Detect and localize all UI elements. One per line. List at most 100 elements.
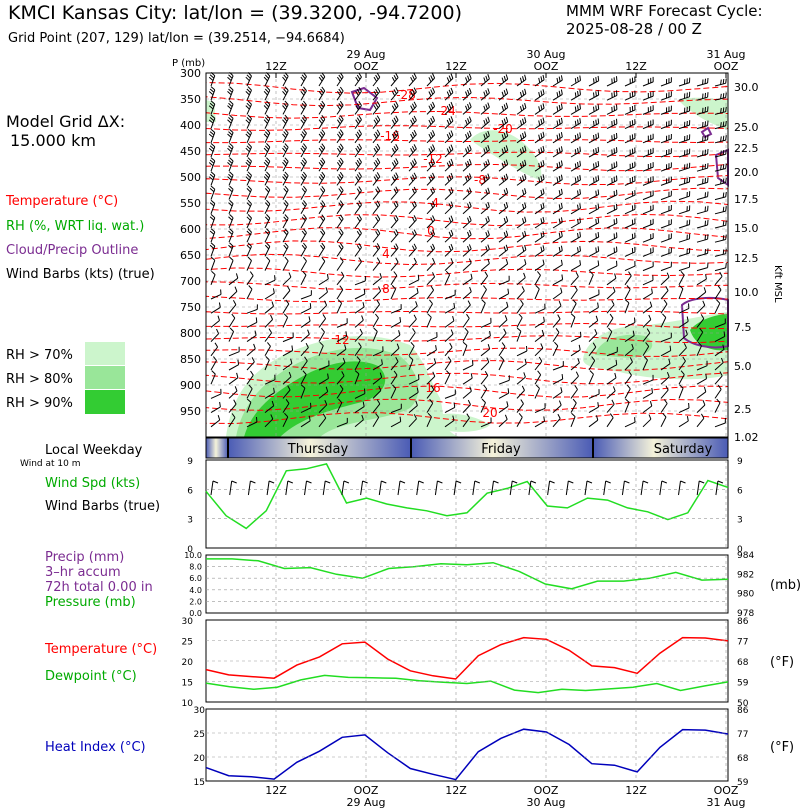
upper-wind-barb-flag: [413, 158, 417, 164]
upper-wind-barb-flag: [376, 200, 381, 206]
upper-wind-barb-flag: [246, 131, 251, 136]
upper-wind-barb-flag: [595, 176, 597, 182]
upper-wind-barb-flag: [505, 102, 509, 108]
upper-wind-barb: [624, 375, 632, 385]
upper-wind-barb-flag: [467, 245, 470, 251]
upper-wind-barb: [678, 347, 687, 357]
upper-wind-barb: [660, 95, 672, 101]
pressure-tick-label: 500: [180, 171, 201, 184]
upper-wind-barb: [624, 180, 636, 186]
day-band: [593, 438, 728, 458]
upper-wind-barb-flag: [501, 105, 505, 111]
surface-wind-barb: [584, 480, 588, 496]
upper-wind-barb: [714, 210, 726, 215]
upper-wind-barb: [444, 205, 454, 215]
upper-wind-barb-flag: [481, 299, 486, 304]
station-latlon: lat/lon = (39.3200, -94.7200): [183, 2, 462, 24]
legend-temperature: Temperature (°C): [6, 194, 119, 209]
upper-wind-barb: [570, 402, 577, 413]
upper-wind-barb-flag: [487, 88, 490, 94]
upper-wind-barb: [624, 95, 636, 101]
upper-wind-barb-flag: [228, 88, 233, 93]
upper-wind-barb-flag: [611, 399, 615, 405]
temperature-tick-right: 50: [737, 699, 749, 709]
upper-wind-barb: [282, 218, 289, 229]
upper-wind-barb: [300, 90, 307, 101]
upper-wind-barb-flag: [229, 86, 234, 91]
upper-wind-barb: [498, 379, 510, 385]
upper-wind-barb: [480, 121, 490, 129]
upper-wind-barb: [210, 333, 219, 342]
upper-wind-barb: [696, 167, 708, 172]
upper-wind-barb-flag: [378, 286, 382, 292]
upper-wind-barb: [462, 404, 471, 413]
upper-wind-barb-flag: [411, 131, 416, 137]
upper-wind-barb-flag: [433, 358, 437, 364]
upper-wind-barb: [426, 106, 435, 115]
upper-wind-barb-flag: [725, 92, 727, 98]
upper-wind-barb-flag: [540, 246, 543, 252]
upper-wind-barb-flag: [251, 357, 255, 363]
upper-wind-barb-flag: [286, 285, 291, 291]
upper-wind-barb-flag: [503, 75, 507, 81]
upper-wind-barb-flag: [321, 129, 326, 134]
upper-wind-barb: [534, 321, 545, 328]
upper-wind-barb-flag: [300, 147, 305, 153]
upper-wind-barb-flag: [448, 89, 452, 95]
weekday-label: Thursday: [287, 442, 349, 457]
upper-wind-barb-flag: [558, 218, 561, 224]
upper-wind-barb-flag: [524, 74, 527, 80]
upper-wind-barb-flag: [229, 114, 234, 119]
upper-wind-barb: [390, 233, 399, 243]
isotherm-contour: [205, 125, 729, 131]
upper-wind-barb-flag: [722, 192, 725, 198]
upper-wind-barb-flag: [411, 202, 416, 208]
upper-wind-barb-flag: [283, 159, 288, 165]
upper-wind-barb: [318, 417, 327, 428]
upper-wind-barb-flag: [375, 188, 379, 194]
upper-wind-barb-flag: [227, 176, 232, 181]
upper-wind-barb: [282, 175, 289, 186]
upper-wind-barb-flag: [391, 176, 396, 182]
upper-wind-barb: [498, 149, 509, 158]
upper-wind-barb-flag: [320, 145, 324, 151]
upper-wind-barb-flag: [538, 77, 541, 83]
upper-wind-barb: [534, 164, 545, 172]
upper-wind-barb-flag: [577, 147, 579, 153]
upper-wind-barb-flag: [264, 230, 270, 236]
upper-wind-barb: [390, 374, 398, 385]
upper-wind-barb: [336, 76, 344, 87]
upper-wind-barb-flag: [411, 75, 416, 81]
upper-wind-barb-flag: [413, 200, 417, 206]
upper-wind-barb-flag: [560, 188, 563, 194]
upper-wind-barb-flag: [615, 359, 618, 365]
upper-wind-barb: [444, 134, 454, 144]
upper-wind-barb-flag: [593, 78, 595, 84]
upper-wind-barb: [480, 92, 490, 101]
upper-wind-barb-flag: [320, 202, 324, 207]
upper-wind-barb-flag: [597, 232, 600, 238]
upper-wind-barb-flag: [283, 88, 288, 94]
upper-wind-barb-flag: [325, 287, 328, 293]
upper-wind-barb-flag: [648, 314, 652, 320]
upper-wind-barb: [390, 119, 399, 129]
upper-wind-barb-flag: [722, 206, 725, 212]
upper-wind-barb-flag: [285, 399, 290, 404]
upper-wind-barb: [444, 177, 454, 186]
upper-wind-barb-flag: [336, 119, 341, 125]
upper-wind-barb: [534, 192, 545, 201]
upper-wind-barb: [660, 124, 672, 130]
upper-wind-barb: [336, 204, 344, 215]
upper-wind-barb: [678, 420, 689, 428]
upper-wind-barb-flag: [558, 246, 561, 252]
upper-wind-barb-flag: [300, 76, 305, 82]
surface-wind-barb-flag: [325, 480, 331, 484]
wind-series-line: [205, 463, 729, 530]
upper-wind-barb-flag: [318, 91, 323, 96]
upper-wind-barb: [642, 81, 654, 87]
upper-wind-barb-flag: [303, 214, 307, 219]
upper-wind-barb-flag: [339, 115, 344, 120]
upper-wind-barb-flag: [303, 242, 307, 248]
upper-wind-barb-flag: [646, 328, 651, 334]
surface-wind-barb-flag: [568, 480, 574, 484]
